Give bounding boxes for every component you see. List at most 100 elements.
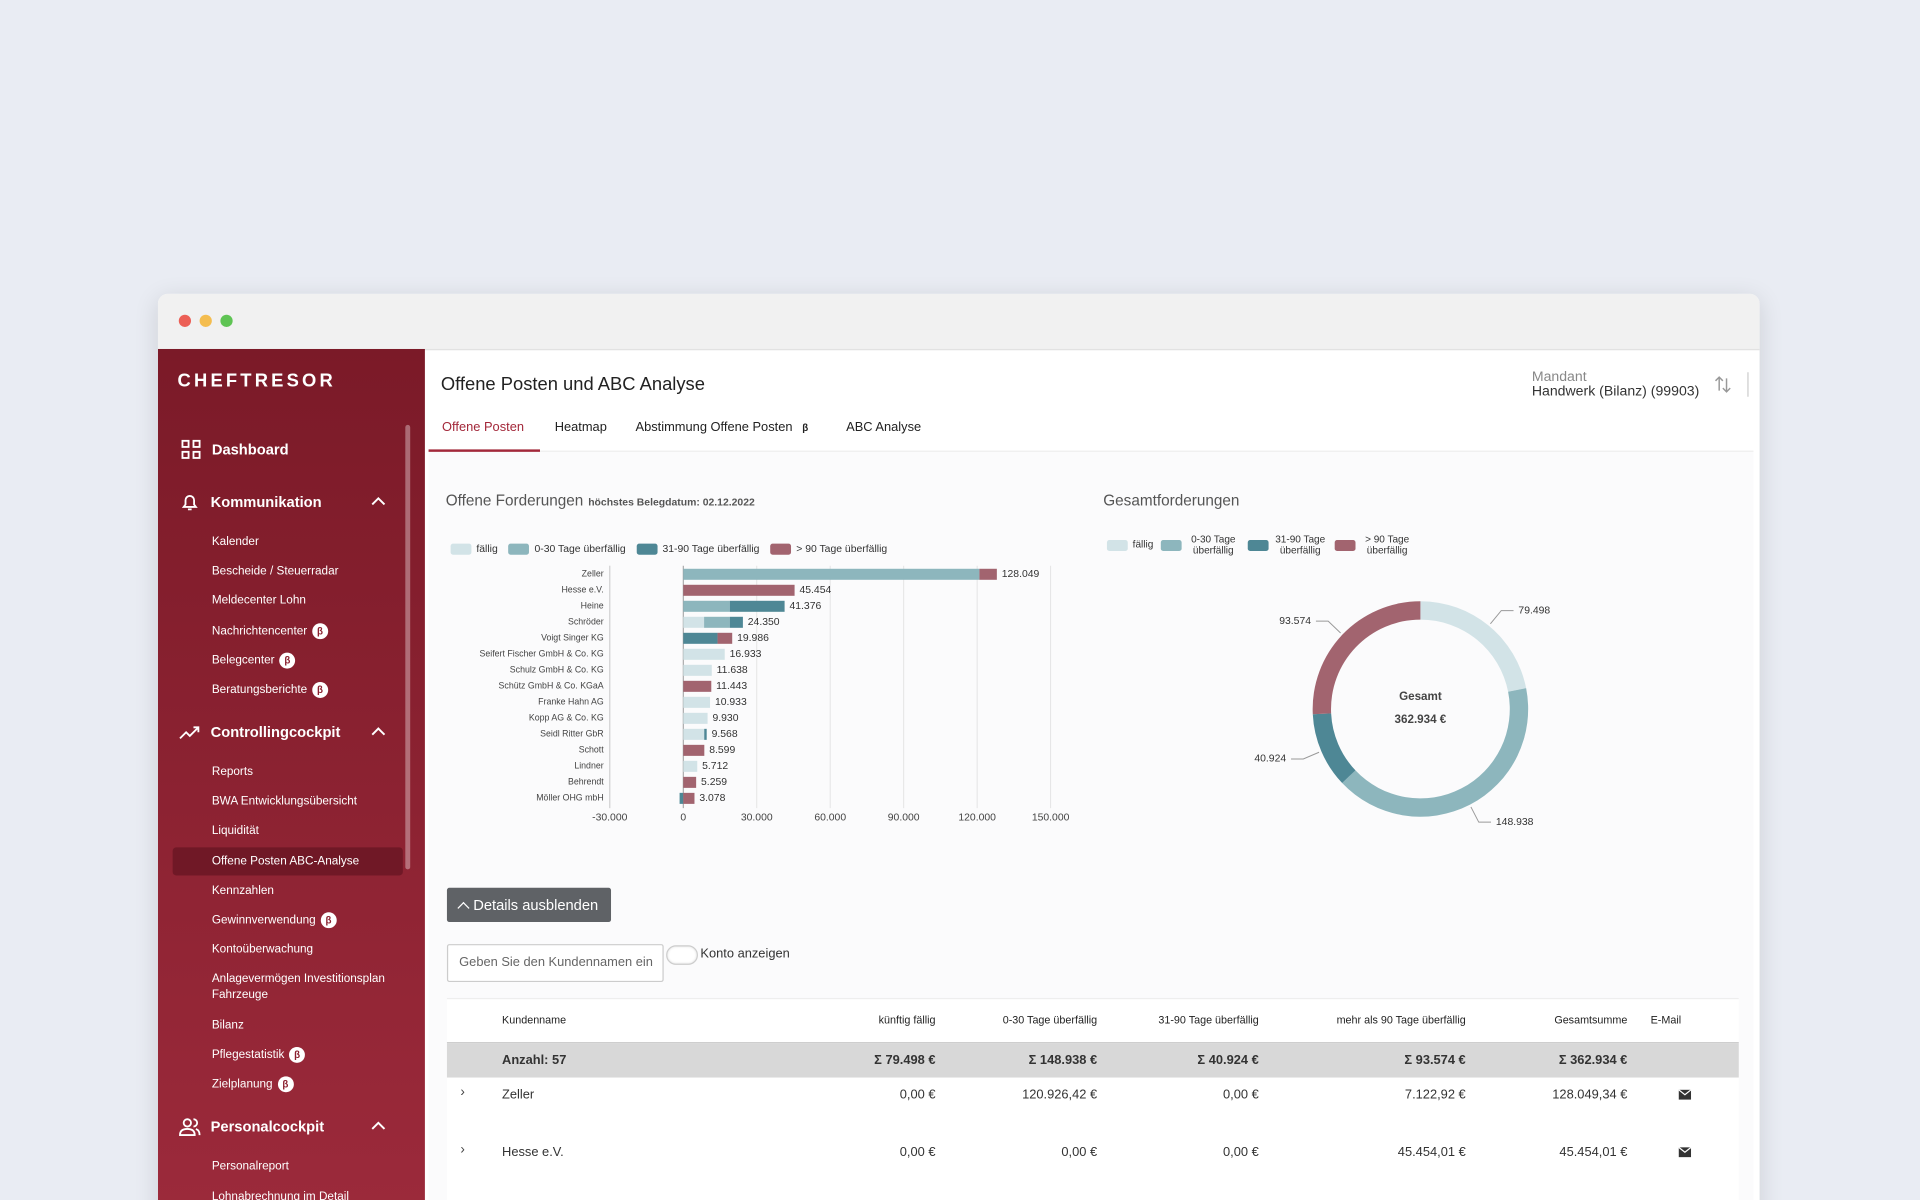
x-tick-label: -30.000 bbox=[592, 813, 627, 824]
legend-swatch bbox=[1106, 540, 1128, 552]
bar-segment bbox=[679, 792, 684, 804]
toggle[interactable] bbox=[666, 945, 698, 965]
nav-section[interactable]: Personalcockpit bbox=[210, 1118, 325, 1136]
table-cell: Zeller bbox=[502, 1087, 535, 1103]
legend-label: 31-90 Tage überfällig bbox=[662, 542, 760, 555]
beta-badge: β bbox=[312, 622, 328, 639]
total-label: 16.933 bbox=[730, 649, 762, 660]
mandant-value[interactable]: Handwerk (Bilanz) (99903) bbox=[1531, 384, 1700, 400]
nav-item[interactable]: Kalender bbox=[212, 534, 403, 550]
bar-segment bbox=[683, 760, 698, 772]
bar-segment bbox=[683, 680, 712, 692]
y-tick-label: Seidl Ritter GbR bbox=[540, 729, 604, 739]
total-label: 19.986 bbox=[737, 633, 769, 644]
nav-item-label: Pflegestatistik bbox=[211, 1048, 285, 1062]
close-button[interactable] bbox=[178, 314, 192, 327]
nav-item[interactable]: Bilanz bbox=[212, 1018, 403, 1034]
nav-item[interactable]: Gewinnverwendung β bbox=[212, 912, 403, 929]
nav-item-label: Kalender bbox=[211, 535, 259, 549]
bar-segment bbox=[717, 632, 733, 644]
data-label: 93.574 bbox=[1279, 616, 1311, 627]
nav-dashboard[interactable]: Dashboard bbox=[211, 440, 289, 458]
nav-item[interactable]: Bescheide / Steuerradar bbox=[212, 563, 403, 579]
tab[interactable]: Abstimmung Offene Posten β bbox=[636, 420, 809, 435]
nav-item-label: Kontoüberwachung bbox=[211, 943, 314, 957]
section-icon bbox=[179, 726, 200, 740]
expand-arrow[interactable]: › bbox=[460, 1142, 465, 1158]
expand-arrow[interactable]: › bbox=[460, 1084, 465, 1100]
total-label: 11.638 bbox=[717, 665, 748, 676]
bar-segment bbox=[683, 568, 980, 580]
nav-item-label: Belegcenter bbox=[211, 653, 275, 668]
table-cell: 120.926,42 € bbox=[1022, 1087, 1098, 1103]
y-tick-label: Schröder bbox=[568, 617, 604, 627]
beta-badge: β bbox=[279, 652, 296, 669]
table-cell: 31-90 Tage überfällig bbox=[1158, 1013, 1259, 1027]
table-cell: Gesamtsumme bbox=[1554, 1013, 1628, 1027]
total-label: 8.599 bbox=[709, 745, 735, 756]
nav-item[interactable]: BWA Entwicklungsübersicht bbox=[212, 794, 403, 810]
legend-swatch bbox=[1334, 540, 1356, 552]
nav-item[interactable]: Nachrichtencenter β bbox=[212, 622, 403, 639]
tab-label: Offene Posten bbox=[442, 420, 525, 435]
nav-section[interactable]: Controllingcockpit bbox=[210, 723, 341, 741]
table-cell: 45.454,01 € bbox=[1559, 1144, 1628, 1160]
table-cell: E-Mail bbox=[1650, 1013, 1682, 1027]
nav-item[interactable]: Liquidität bbox=[212, 823, 403, 839]
nav-active-highlight bbox=[172, 846, 403, 876]
nav-item-label: Meldecenter Lohn bbox=[211, 594, 306, 608]
collapse-chevron bbox=[371, 496, 386, 506]
table-cell: Σ 362.934 € bbox=[1558, 1053, 1628, 1068]
maximize-button[interactable] bbox=[220, 314, 233, 327]
nav-item[interactable]: Anlagevermögen Investitionsplan Fahrzeug… bbox=[212, 971, 403, 1003]
total-label: 5.259 bbox=[701, 777, 727, 788]
table-cell: 0-30 Tage überfällig bbox=[1002, 1013, 1098, 1027]
y-tick-label: Schott bbox=[579, 745, 604, 755]
tab[interactable]: Offene Posten bbox=[442, 420, 524, 435]
nav-item[interactable]: Belegcenter β bbox=[211, 652, 403, 669]
chart-subtitle: höchstes Belegdatum: 02.12.2022 bbox=[588, 495, 755, 509]
data-label: 79.498 bbox=[1518, 605, 1550, 616]
table-cell: Anzahl: 57 bbox=[502, 1053, 567, 1068]
leader-line bbox=[1490, 610, 1514, 625]
search-input[interactable]: Geben Sie den Kundennamen ein bbox=[446, 944, 664, 983]
legend-label: fällig bbox=[1132, 539, 1154, 551]
nav-item[interactable]: Beratungsberichte β bbox=[212, 682, 403, 698]
legend-swatch bbox=[508, 543, 530, 555]
legend-label: > 90 Tage überfällig bbox=[796, 542, 888, 555]
nav-item[interactable]: Kennzahlen bbox=[212, 883, 403, 899]
table-cell: Σ 40.924 € bbox=[1197, 1053, 1259, 1068]
legend-item: fällig bbox=[1106, 539, 1154, 552]
nav-item[interactable]: Meldecenter Lohn bbox=[212, 593, 403, 609]
nav-item[interactable]: Lohnabrechnung im Detail bbox=[212, 1188, 403, 1200]
legend-swatch bbox=[450, 543, 472, 555]
legend-swatch bbox=[636, 543, 658, 555]
y-tick-label: Schulz GmbH & Co. KG bbox=[510, 665, 604, 675]
bar-segment bbox=[683, 776, 697, 788]
nav-item[interactable]: Offene Posten ABC-Analyse bbox=[212, 853, 403, 869]
leader-line bbox=[1470, 806, 1492, 823]
tab[interactable]: ABC Analyse bbox=[846, 420, 921, 435]
bar-segment bbox=[683, 584, 795, 596]
tab[interactable]: Heatmap bbox=[555, 420, 607, 435]
nav-item[interactable]: Kontoüberwachung bbox=[212, 942, 403, 958]
center-value: 362.934 € bbox=[1395, 713, 1447, 726]
nav-item[interactable]: Personalreport bbox=[212, 1159, 403, 1175]
legend-label: > 90 Tage überfällig bbox=[1365, 533, 1410, 556]
total-label: 9.568 bbox=[712, 729, 738, 740]
legend-swatch bbox=[1247, 540, 1269, 552]
nav-item[interactable]: Reports bbox=[212, 764, 403, 780]
toggle-details-button[interactable]: Details ausblenden bbox=[446, 887, 612, 923]
table-cell: 128.049,34 € bbox=[1552, 1087, 1628, 1103]
placeholder: Geben Sie den Kundennamen ein bbox=[459, 955, 653, 970]
nav-item[interactable]: Pflegestatistik β bbox=[211, 1047, 403, 1064]
nav-item[interactable]: Zielplanung β bbox=[212, 1076, 403, 1093]
total-label: 24.350 bbox=[748, 617, 780, 628]
bar-segment bbox=[683, 696, 711, 708]
legend-label: fällig bbox=[476, 542, 498, 555]
legend-swatch bbox=[1160, 540, 1182, 552]
table-cell: 0,00 € bbox=[1061, 1144, 1098, 1160]
tab-label: Abstimmung Offene Posten bbox=[635, 420, 793, 435]
minimize-button[interactable] bbox=[199, 314, 212, 327]
nav-section[interactable]: Kommunikation bbox=[210, 493, 322, 511]
